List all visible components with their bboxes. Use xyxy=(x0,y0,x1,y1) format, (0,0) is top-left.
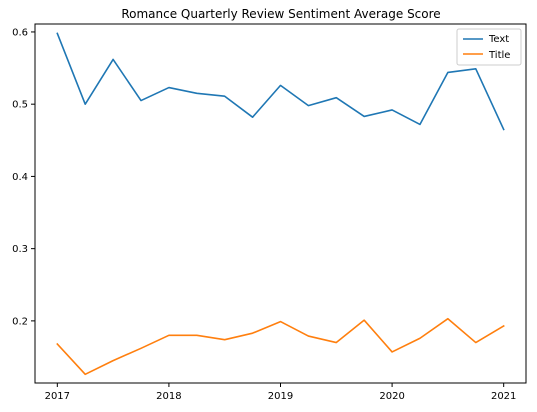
legend-box xyxy=(456,28,522,66)
y-tick-label: 0.3 xyxy=(12,244,28,255)
y-tick-label: 0.4 xyxy=(12,172,28,183)
chart-title: Romance Quarterly Review Sentiment Avera… xyxy=(121,7,440,21)
legend-label-text: Text xyxy=(488,34,509,45)
x-axis: 2017 2018 2019 2020 2021 xyxy=(45,383,516,402)
y-axis: 0.2 0.3 0.4 0.5 0.6 xyxy=(12,27,35,327)
x-tick-label: 2019 xyxy=(268,391,293,402)
series-layer xyxy=(56,32,505,376)
y-tick-label: 0.2 xyxy=(12,316,28,327)
series-line-text xyxy=(56,32,505,131)
x-tick-label: 2020 xyxy=(379,391,404,402)
x-tick-label: 2021 xyxy=(491,391,516,402)
series-line-title xyxy=(56,317,505,376)
legend: Text Title xyxy=(456,28,522,66)
y-tick-label: 0.5 xyxy=(12,100,28,111)
x-tick-label: 2018 xyxy=(156,391,181,402)
x-tick-label: 2017 xyxy=(45,391,70,402)
legend-label-title: Title xyxy=(488,50,510,61)
plot-area xyxy=(34,23,527,384)
y-tick-label: 0.6 xyxy=(12,27,28,38)
